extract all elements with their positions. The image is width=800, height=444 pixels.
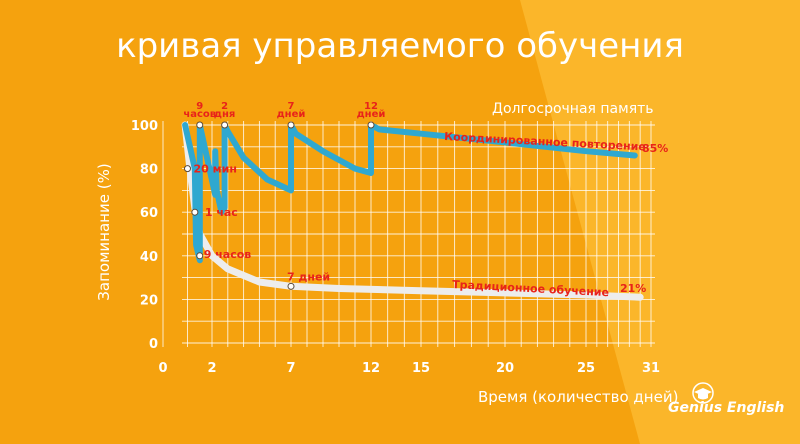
annotation-label: 7: [288, 101, 295, 112]
data-point-marker: [221, 121, 229, 129]
data-point-marker: [184, 165, 191, 173]
x-tick-label: 31: [642, 361, 660, 376]
chart-series: [181, 121, 644, 301]
x-axis-label: Время (количество дней): [478, 388, 679, 406]
y-tick-label: 0: [149, 337, 158, 352]
y-tick-label: 80: [140, 163, 158, 178]
data-point-marker: [367, 121, 375, 129]
x-tick-label: 15: [412, 361, 430, 376]
series-line: [182, 122, 638, 264]
annotation-label: 12: [364, 101, 378, 112]
data-point-marker: [196, 121, 204, 129]
chart-title: кривая управляемого обучения: [116, 26, 684, 66]
y-tick-label: 100: [131, 119, 158, 134]
axis-ticks: 0 2 7 12 15 20 25 31 0 20 40 60 80 100: [131, 119, 660, 376]
brand-name: Genius English: [668, 400, 785, 416]
x-tick-label: 25: [577, 361, 595, 376]
y-tick-label: 40: [140, 250, 158, 265]
x-tick-label: 7: [286, 361, 295, 376]
annotation-label: дней: [277, 109, 306, 120]
annotation-label: 9: [196, 101, 203, 112]
annotation-label: 20 мин: [194, 163, 237, 176]
series-end-value: 85%: [642, 142, 668, 155]
data-point-marker: [287, 121, 295, 129]
data-point-marker: [287, 282, 295, 290]
annotation-label: 1 час: [205, 206, 238, 219]
annotation-label: 2: [221, 101, 228, 112]
annotation-label: часов: [183, 109, 216, 120]
annotation-label: дня: [214, 109, 235, 120]
y-axis-label: Запоминание (%): [95, 163, 113, 301]
y-tick-label: 60: [140, 206, 158, 221]
chart-grid: [162, 121, 655, 347]
x-tick-label: 20: [496, 361, 514, 376]
data-point-marker: [191, 208, 199, 216]
data-point-marker: [196, 252, 204, 260]
series-line: [181, 121, 644, 301]
brand-logo: Genius English: [668, 382, 796, 426]
long-term-memory-label: Долгосрочная память: [492, 101, 654, 117]
x-tick-label: 2: [207, 361, 216, 376]
background-decoration: [520, 0, 800, 444]
graduation-cap-icon: [692, 382, 714, 404]
annotation-label: 7 дней: [287, 270, 330, 283]
annotation-label: дней: [357, 109, 386, 120]
annotation-label: 9 часов: [204, 248, 252, 261]
series-end-value: 21%: [620, 282, 646, 295]
x-tick-label: 0: [158, 361, 167, 376]
x-tick-label: 12: [362, 361, 380, 376]
y-tick-label: 20: [140, 293, 158, 308]
